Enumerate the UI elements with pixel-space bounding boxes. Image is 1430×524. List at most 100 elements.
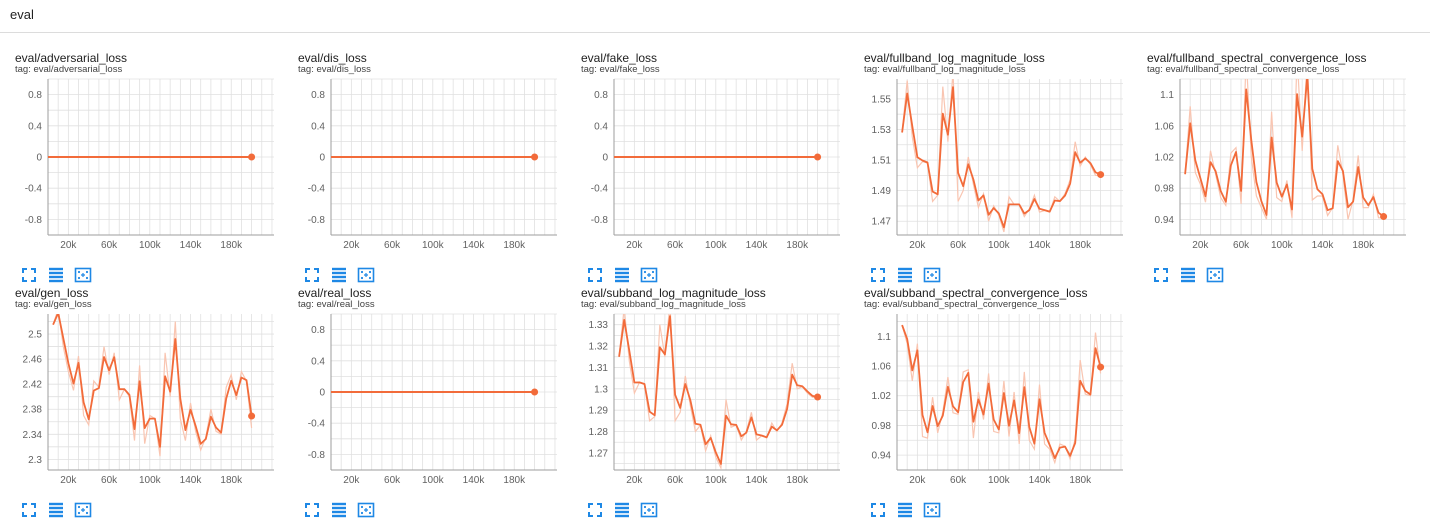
chart-tag: tag: eval/fullband_log_magnitude_loss (864, 64, 1026, 75)
fullscreen-icon[interactable] (1152, 266, 1170, 284)
y-tick-label: 1.31 (589, 363, 609, 374)
chart-toolbar (586, 266, 658, 284)
line-chart[interactable]: -0.8 -0.4 0 0.4 0.8 20k 60k 100k 140k 180k (283, 75, 566, 263)
chart-toolbar (1152, 266, 1224, 284)
toggle-log-scale-icon[interactable] (47, 266, 65, 284)
x-tick-label: 140k (1029, 240, 1052, 251)
x-tick-label: 140k (1312, 240, 1335, 251)
fit-domain-icon[interactable] (74, 266, 92, 284)
y-tick-label: 2.42 (23, 380, 43, 391)
line-chart[interactable]: 1.47 1.49 1.51 1.53 1.55 20k 60k 100k 140k 180k (849, 75, 1132, 263)
toggle-log-scale-icon[interactable] (47, 501, 65, 519)
x-tick-label: 140k (746, 475, 769, 486)
toggle-log-scale-icon[interactable] (896, 266, 914, 284)
smoothed-series-line (618, 315, 818, 465)
y-tick-label: 0.4 (311, 356, 325, 367)
y-tick-label: 1.29 (589, 406, 609, 417)
fit-domain-icon[interactable] (640, 501, 658, 519)
chart-card: eval/fullband_log_magnitude_loss tag: eva… (849, 51, 1132, 286)
x-tick-label: 20k (1192, 240, 1209, 251)
fit-domain-icon[interactable] (357, 501, 375, 519)
x-tick-label: 100k (1271, 240, 1294, 251)
toggle-log-scale-icon[interactable] (330, 266, 348, 284)
y-tick-label: 1.49 (872, 186, 892, 197)
y-tick-label: 1.3 (594, 384, 608, 395)
chart-toolbar (586, 501, 658, 519)
y-tick-label: -0.4 (25, 184, 43, 195)
chart-tag: tag: eval/fake_loss (581, 64, 660, 75)
fullscreen-icon[interactable] (20, 501, 38, 519)
x-tick-label: 100k (988, 475, 1011, 486)
y-tick-label: 2.46 (23, 355, 43, 366)
series-group (1184, 79, 1385, 220)
series-group (618, 314, 818, 470)
chart-tag: tag: eval/subband_log_magnitude_loss (581, 299, 746, 310)
x-tick-label: 60k (384, 240, 401, 251)
fullscreen-icon[interactable] (303, 266, 321, 284)
x-tick-label: 100k (139, 475, 162, 486)
toggle-log-scale-icon[interactable] (613, 266, 631, 284)
toggle-log-scale-icon[interactable] (613, 501, 631, 519)
chart-toolbar (303, 266, 375, 284)
fit-domain-icon[interactable] (357, 266, 375, 284)
fit-domain-icon[interactable] (1206, 266, 1224, 284)
fit-domain-icon[interactable] (923, 266, 941, 284)
line-chart[interactable]: -0.8 -0.4 0 0.4 0.8 20k 60k 100k 140k 180k (0, 75, 283, 263)
y-tick-label: 0.98 (872, 421, 892, 432)
y-tick-label: 1.33 (589, 320, 609, 331)
y-tick-label: -0.8 (25, 215, 43, 226)
chart-title: eval/real_loss (298, 286, 372, 300)
line-chart[interactable]: 0.94 0.98 1.02 1.06 1.1 20k 60k 100k 140k 180k (1132, 75, 1415, 263)
chart-tag: tag: eval/gen_loss (15, 299, 92, 310)
x-tick-label: 100k (705, 475, 728, 486)
y-tick-label: 1.32 (589, 342, 609, 353)
x-tick-label: 140k (180, 240, 203, 251)
chart-title: eval/fullband_spectral_convergence_loss (1147, 51, 1367, 65)
x-tick-label: 60k (667, 240, 684, 251)
fullscreen-icon[interactable] (586, 266, 604, 284)
section-header: eval (0, 0, 1430, 33)
y-tick-label: 1.02 (872, 391, 892, 402)
smoothed-series-line (901, 324, 1102, 460)
y-tick-label: 0.94 (872, 451, 892, 462)
last-point-marker (531, 153, 539, 161)
y-tick-label: 1.06 (872, 362, 892, 373)
series-group (901, 324, 1102, 465)
fit-domain-icon[interactable] (923, 501, 941, 519)
y-tick-label: 1.02 (1155, 153, 1175, 164)
last-point-marker (814, 393, 822, 401)
last-point-marker (1380, 213, 1388, 221)
toggle-log-scale-icon[interactable] (1179, 266, 1197, 284)
y-tick-label: 2.38 (23, 405, 43, 416)
chart-title: eval/dis_loss (298, 51, 367, 65)
line-chart[interactable]: 1.27 1.28 1.29 1.3 1.31 1.32 1.33 20k 60k 100k 140… (566, 310, 849, 498)
fullscreen-icon[interactable] (20, 266, 38, 284)
raw-series-line (901, 324, 1102, 465)
line-chart[interactable]: -0.8 -0.4 0 0.4 0.8 20k 60k 100k 140k 180k (283, 310, 566, 498)
x-tick-label: 100k (705, 240, 728, 251)
raw-series-line (52, 314, 253, 457)
chart-card: eval/adversarial_loss tag: eval/adversari… (0, 51, 283, 286)
fit-domain-icon[interactable] (640, 266, 658, 284)
chart-toolbar (303, 501, 375, 519)
y-tick-label: 0.8 (311, 325, 325, 336)
last-point-marker (531, 388, 539, 396)
fullscreen-icon[interactable] (303, 501, 321, 519)
line-chart[interactable]: 2.3 2.34 2.38 2.42 2.46 2.5 20k 60k 100k 140k 180k (0, 310, 283, 498)
y-tick-label: 0 (602, 153, 608, 164)
toggle-log-scale-icon[interactable] (896, 501, 914, 519)
y-tick-label: 0.8 (594, 90, 608, 101)
y-tick-label: 0 (319, 153, 325, 164)
fit-domain-icon[interactable] (74, 501, 92, 519)
chart-card: eval/fullband_spectral_convergence_loss t… (1132, 51, 1415, 286)
chart-title: eval/fake_loss (581, 51, 658, 65)
y-tick-label: 0.4 (594, 121, 608, 132)
toggle-log-scale-icon[interactable] (330, 501, 348, 519)
x-tick-label: 60k (101, 475, 118, 486)
fullscreen-icon[interactable] (869, 501, 887, 519)
line-chart[interactable]: 0.94 0.98 1.02 1.06 1.1 20k 60k 100k 140k 180k (849, 310, 1132, 498)
fullscreen-icon[interactable] (586, 501, 604, 519)
line-chart[interactable]: -0.8 -0.4 0 0.4 0.8 20k 60k 100k 140k 180k (566, 75, 849, 263)
fullscreen-icon[interactable] (869, 266, 887, 284)
raw-series-line (618, 314, 818, 470)
